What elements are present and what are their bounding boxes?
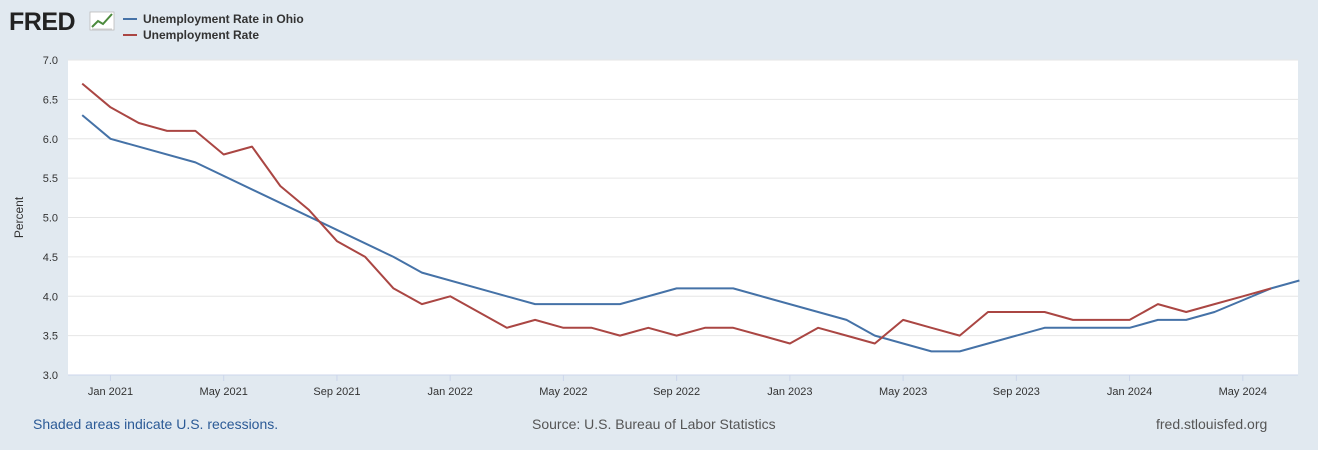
fred-logo[interactable]: FRED <box>9 8 115 36</box>
legend: Unemployment Rate in Ohio Unemployment Ra… <box>123 12 304 42</box>
fred-logo-text: FRED <box>9 8 75 36</box>
x-tick-label: May 2024 <box>1219 386 1267 398</box>
source-note: Source: U.S. Bureau of Labor Statistics <box>532 416 776 432</box>
y-tick-label: 7.0 <box>43 55 58 67</box>
x-tick-label: Jan 2021 <box>88 386 133 398</box>
y-axis-label: Percent <box>12 196 26 238</box>
y-axis: 3.0 3.5 4.0 4.5 5.0 5.5 6.0 6.5 7.0 <box>43 55 58 382</box>
y-tick-label: 6.0 <box>43 134 58 146</box>
y-tick-label: 4.5 <box>43 252 58 264</box>
site-url[interactable]: fred.stlouisfed.org <box>1156 416 1268 432</box>
series-line-us <box>81 82 1272 345</box>
y-tick-label: 5.0 <box>43 213 58 225</box>
x-tick-label: Jan 2022 <box>428 386 473 398</box>
x-tick-label: May 2023 <box>879 386 927 398</box>
x-axis: Jan 2021 May 2021 Sep 2021 Jan 2022 May 2022… <box>68 374 1298 398</box>
gridlines <box>68 59 1298 337</box>
x-tick-label: Sep 2022 <box>653 386 700 398</box>
x-tick-label: Sep 2021 <box>313 386 360 398</box>
x-tick-label: Jan 2024 <box>1107 386 1152 398</box>
x-tick-label: Sep 2023 <box>993 386 1040 398</box>
x-tick-label: May 2021 <box>200 386 248 398</box>
recession-note-link[interactable]: Shaded areas indicate U.S. recessions. <box>33 416 279 432</box>
y-tick-label: 6.5 <box>43 94 58 106</box>
x-tick-label: May 2022 <box>539 386 587 398</box>
y-tick-label: 3.0 <box>43 370 58 382</box>
x-tick-label: Jan 2023 <box>767 386 812 398</box>
legend-label[interactable]: Unemployment Rate <box>143 28 259 42</box>
y-tick-label: 5.5 <box>43 173 58 185</box>
legend-label[interactable]: Unemployment Rate in Ohio <box>143 12 304 26</box>
series-line-ohio <box>81 114 1300 353</box>
chart-logo-icon <box>89 11 115 31</box>
y-tick-label: 4.0 <box>43 291 58 303</box>
series-layer <box>81 82 1300 353</box>
y-tick-label: 3.5 <box>43 331 58 343</box>
chart: FRED Unemployment Rate in OhioUnemployme… <box>9 8 1300 398</box>
